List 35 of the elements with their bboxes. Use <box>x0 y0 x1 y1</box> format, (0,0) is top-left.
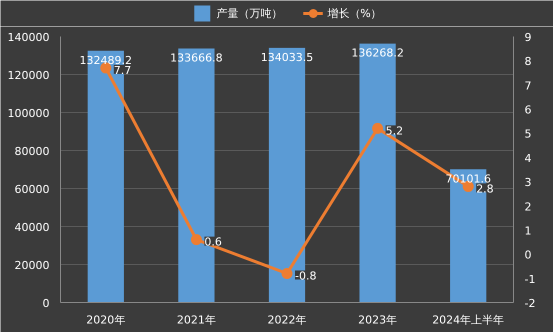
y2-tick-label: -1 <box>524 272 536 286</box>
data-label: 0.6 <box>204 236 222 249</box>
data-label: 5.2 <box>386 124 404 138</box>
point <box>282 268 292 279</box>
data-label: 7.7 <box>114 64 132 77</box>
y-tick-label: 40000 <box>14 221 50 234</box>
y2-tick-label: 5 <box>524 128 532 141</box>
y2-tick-label: 0 <box>524 248 532 262</box>
x-tick-label: 2024年上半年 <box>432 314 504 326</box>
y-tick-label: 120000 <box>8 69 50 82</box>
y2-tick-label: 3 <box>524 176 532 190</box>
x-tick-label: 2021年 <box>176 314 216 326</box>
data-label: -0.8 <box>295 269 316 282</box>
y-tick-label: 60000 <box>14 183 50 196</box>
y2-tick-label: 6 <box>524 104 532 117</box>
y-tick-label: 100000 <box>8 107 50 120</box>
y-tick-label: 20000 <box>14 259 50 272</box>
y2-tick-label: 1 <box>524 224 532 238</box>
point <box>190 234 202 246</box>
y2-tick-label: 2 <box>524 200 532 214</box>
y-tick-label: 140000 <box>8 31 50 44</box>
y2-tick-label: 8 <box>524 55 532 68</box>
y2-tick-label: 9 <box>524 31 532 44</box>
data-label: 2.8 <box>476 182 494 196</box>
y-tick-label: 0 <box>42 297 50 310</box>
y2-tick-label: 4 <box>524 152 532 165</box>
x-tick-label: 2023年 <box>358 314 398 326</box>
legend-label: 产量（万吨） <box>216 6 282 20</box>
y-tick-label: 80000 <box>14 145 50 158</box>
y2-tick-label: 7 <box>524 79 532 92</box>
y2-tick-label: -2 <box>524 297 536 310</box>
legend-label: 增长（%） <box>327 6 382 20</box>
point <box>372 122 384 134</box>
x-tick-label: 2020年 <box>86 314 126 326</box>
x-tick-label: 2022年 <box>268 314 307 326</box>
